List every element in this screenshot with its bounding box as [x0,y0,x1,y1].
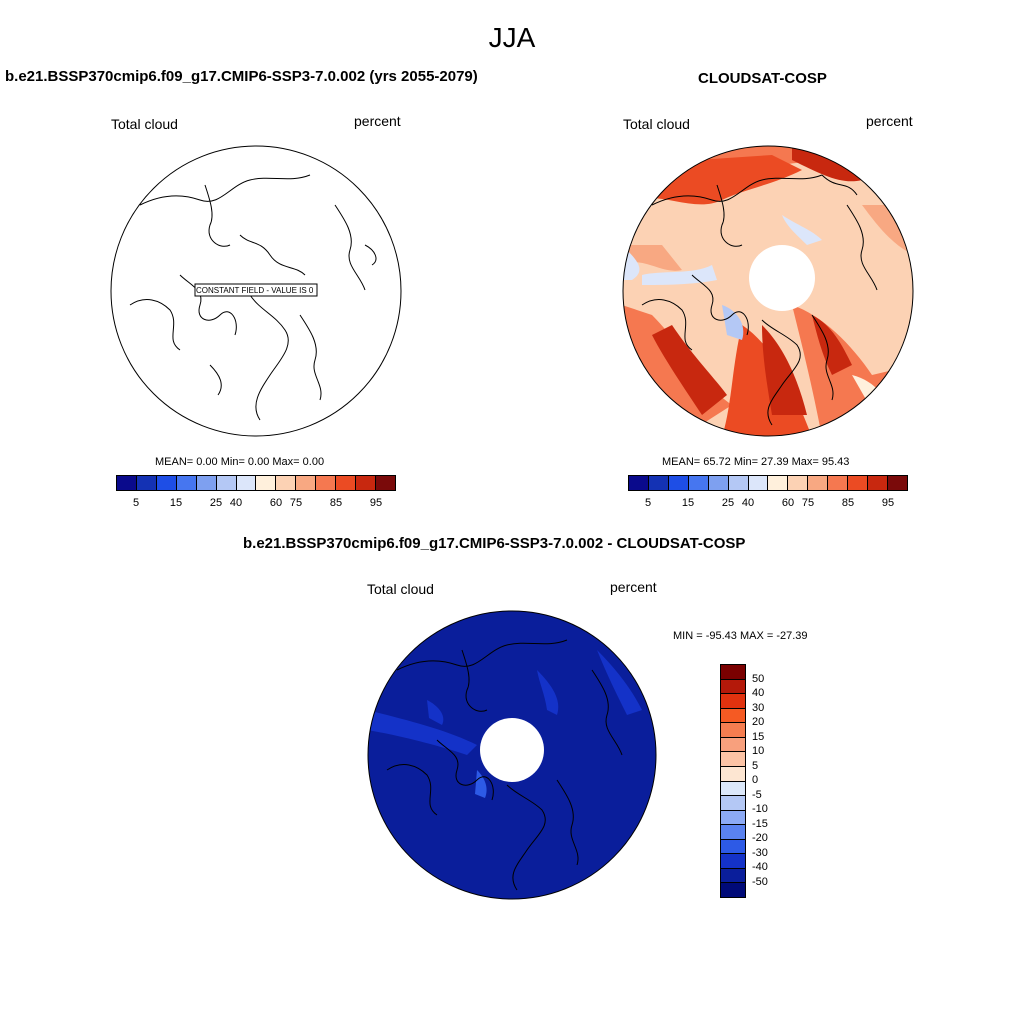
test-colorbar-tick-label: 5 [132,497,140,509]
test-colorbar-box [276,476,297,490]
diff-colorbar-tick-label: -20 [752,832,768,844]
figure-title: JJA [488,22,536,53]
ref-polar-map [622,145,914,437]
test-units-label: percent [354,113,401,129]
diff-colorbar-box [721,679,745,695]
test-colorbar-tick-label: 40 [229,497,243,509]
ref-colorbar-box [868,476,888,490]
ref-colorbar-tick-label: 75 [801,497,815,509]
diff-colorbar-box [721,766,745,782]
test-colorbar-tick-label: 75 [289,497,303,509]
test-panel-title: b.e21.BSSP370cmip6.f09_g17.CMIP6-SSP3-7.… [5,68,478,85]
diff-colorbar-box [721,694,745,709]
ref-colorbar-box [708,476,729,490]
diff-colorbar-tick-label: 10 [752,745,765,757]
diff-colorbar-box [721,796,745,811]
ref-colorbar-box [828,476,849,490]
ref-colorbar-tick-label: 25 [721,497,735,509]
diff-units-label: percent [610,579,657,595]
test-colorbar-box [176,476,197,490]
diff-colorbar-box [721,737,745,753]
diff-colorbar-box [721,868,745,884]
diff-colorbar-box [721,752,745,767]
diff-colorbar-box [721,810,745,826]
diff-colorbar-tick-label: -10 [752,803,768,815]
ref-colorbar-tick-label: 15 [681,497,695,509]
ref-colorbar-box [629,476,649,490]
test-colorbar-box [156,476,177,490]
diff-colorbar-box [721,854,745,869]
diff-colorbar-tick-label: 0 [752,774,759,786]
ref-colorbar-tick-label: 40 [741,497,755,509]
test-colorbar-box [316,476,337,490]
test-colorbar-tick-label: 85 [329,497,343,509]
diff-stats: MIN = -95.43 MAX = -27.39 [673,630,808,642]
ref-colorbar-box [887,476,907,490]
ref-variable-label: Total cloud [623,116,690,132]
ref-colorbar-tick-label: 85 [841,497,855,509]
diff-colorbar-tick-label: 30 [752,701,765,714]
ref-colorbar-tick-label: 95 [881,497,895,509]
diff-colorbar-tick-label: 15 [752,730,765,743]
ref-colorbar-box [848,476,869,490]
diff-polar-map [367,610,657,900]
ref-units-label: percent [866,113,913,129]
diff-colorbar-tick-label: 50 [752,672,765,685]
ref-colorbar-box [788,476,809,490]
test-stats: MEAN= 0.00 Min= 0.00 Max= 0.00 [155,456,325,468]
ref-colorbar: 5 15 25 40 60 75 85 95 [628,475,908,515]
test-colorbar-box [256,476,277,490]
ref-stats: MEAN= 65.72 Min= 27.39 Max= 95.43 [662,456,850,468]
test-variable-label: Total cloud [111,116,178,132]
diff-coastlines [386,639,623,891]
diff-colorbar-box [721,781,745,797]
test-colorbar-box [196,476,217,490]
test-colorbar-box [236,476,257,490]
test-colorbar-tick-label: 15 [169,497,183,509]
ref-colorbar-box [648,476,669,490]
diff-colorbar-tick-label: -15 [752,817,768,830]
ref-colorbar-box [668,476,689,490]
diff-panel-title: b.e21.BSSP370cmip6.f09_g17.CMIP6-SSP3-7.… [243,535,746,552]
test-colorbar-box [356,476,376,490]
test-colorbar-tick-label: 60 [269,497,283,509]
test-constant-field-note: CONSTANT FIELD - VALUE IS 0 [196,286,314,295]
diff-colorbar-tick-label: 5 [752,759,759,772]
test-colorbar-box [136,476,157,490]
diff-colorbar-tick-label: 40 [752,687,765,699]
test-colorbar-box [216,476,237,490]
ref-colorbar-box [768,476,789,490]
diff-colorbar-tick-label: 20 [752,716,765,728]
diff-variable-label: Total cloud [367,581,434,597]
ref-colorbar-box [728,476,749,490]
test-colorbar-box [336,476,357,490]
test-colorbar-tick-label: 25 [209,497,223,509]
test-colorbar-box [296,476,317,490]
test-coastlines [129,174,377,421]
ref-coastlines [641,174,878,426]
ref-colorbar-tick-label: 5 [644,497,652,509]
diff-colorbar-box [721,665,745,680]
ref-colorbar-box [808,476,829,490]
diff-colorbar [720,664,746,898]
diff-colorbar-tick-label: -40 [752,861,768,873]
test-colorbar-box [375,476,395,490]
diff-colorbar-tick-label: -5 [752,788,762,801]
diff-colorbar-tick-label: -50 [752,875,768,888]
ref-colorbar-box [748,476,769,490]
test-colorbar: 5 15 25 40 60 75 85 95 [116,475,396,515]
test-colorbar-box [117,476,137,490]
diff-colorbar-box [721,708,745,724]
test-polar-map [110,145,402,437]
ref-colorbar-tick-label: 60 [781,497,795,509]
diff-colorbar-box [721,883,745,897]
ref-panel-title: CLOUDSAT-COSP [698,70,827,87]
diff-colorbar-tick-label: -30 [752,846,768,859]
test-colorbar-tick-label: 95 [369,497,383,509]
ref-colorbar-box [688,476,709,490]
diff-colorbar-box [721,723,745,738]
diff-colorbar-box [721,825,745,840]
diff-colorbar-box [721,839,745,855]
